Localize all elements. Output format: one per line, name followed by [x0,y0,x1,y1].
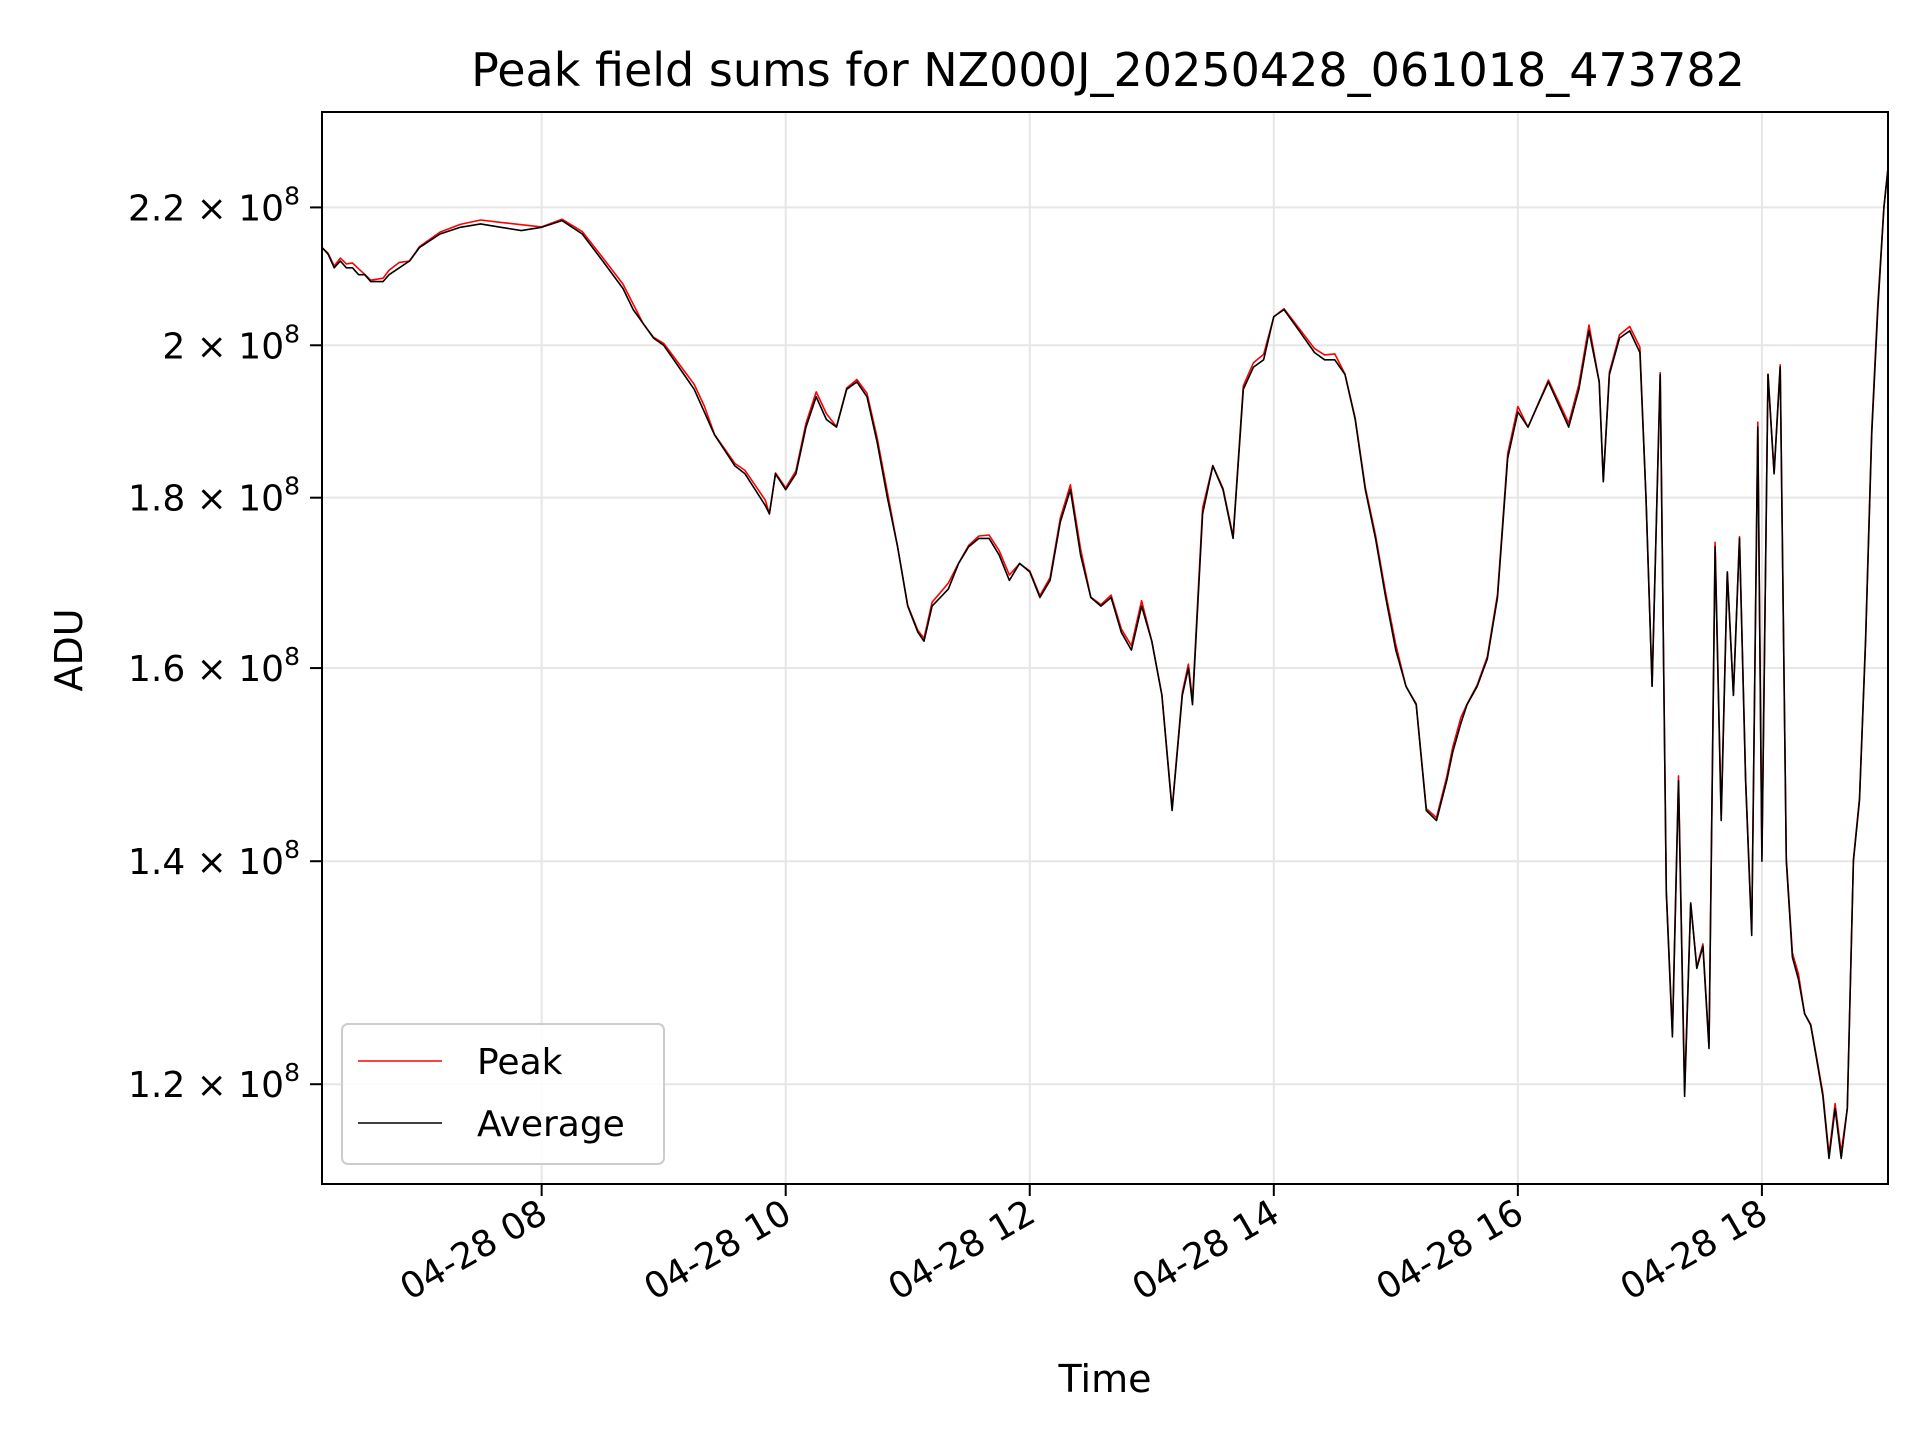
y-tick-label: 1.4 × 108 [128,835,300,883]
legend: Peak Average [341,1023,665,1165]
y-tick-label: 2.2 × 108 [128,181,300,229]
chart-title: Peak field sums for NZ000J_20250428_0610… [471,43,1745,97]
plot-frame [321,111,1889,1185]
y-axis-label: ADU [47,608,91,691]
legend-label-average: Average [477,1104,625,1145]
x-axis-label: Time [1058,1357,1152,1401]
legend-label-peak: Peak [477,1042,563,1083]
y-tick-label: 1.8 × 108 [128,472,300,520]
y-tick-label: 2 × 108 [162,319,300,367]
legend-box [341,1023,665,1165]
y-axis: 1.2 × 108 1.4 × 108 1.6 × 108 1.8 × 108 2 × … [128,181,322,1106]
y-tick-label: 1.6 × 108 [128,642,300,690]
series-line-average [321,168,1889,1160]
y-tick-label: 1.2 × 108 [128,1058,300,1106]
series-layer [321,167,1889,1160]
